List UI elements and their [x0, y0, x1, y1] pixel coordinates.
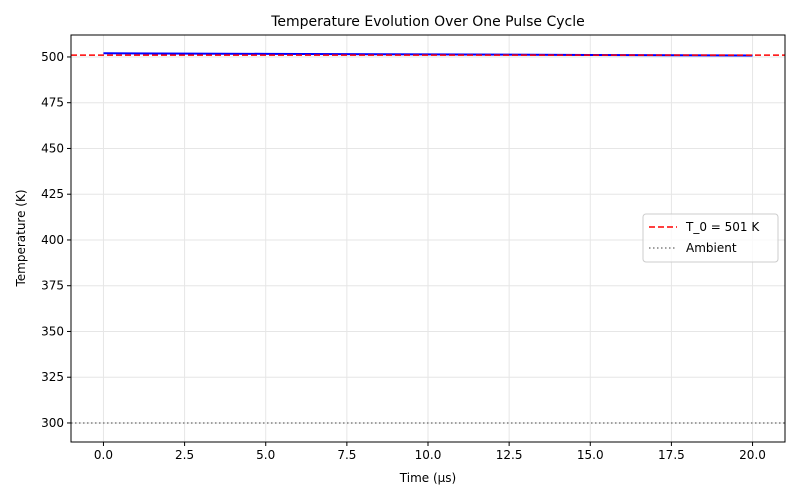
y-axis-label: Temperature (K) — [14, 189, 28, 287]
series-lines — [71, 52, 785, 424]
x-tick-label: 10.0 — [415, 448, 442, 462]
y-tick-label: 475 — [41, 96, 64, 110]
y-tick-label: 500 — [41, 50, 64, 64]
x-tick-label: 5.0 — [256, 448, 275, 462]
x-tick-label: 7.5 — [337, 448, 356, 462]
y-tick-label: 350 — [41, 324, 64, 338]
x-axis-label: Time (µs) — [399, 471, 456, 485]
y-tick-label: 400 — [41, 233, 64, 247]
x-tick-label: 20.0 — [739, 448, 766, 462]
y-ticks: 300 325 350 375 400 425 450 475 500 — [41, 50, 71, 430]
y-tick-label: 300 — [41, 416, 64, 430]
y-tick-label: 450 — [41, 141, 64, 155]
legend: T_0 = 501 K Ambient — [642, 213, 779, 263]
chart-title: Temperature Evolution Over One Pulse Cyc… — [270, 14, 585, 30]
legend-label-t0: T_0 = 501 K — [685, 220, 760, 234]
legend-box — [642, 213, 779, 263]
y-tick-label: 325 — [41, 370, 64, 384]
x-tick-label: 17.5 — [658, 448, 685, 462]
y-tick-label: 375 — [41, 279, 64, 293]
x-tick-label: 15.0 — [577, 448, 604, 462]
x-tick-label: 0.0 — [94, 448, 113, 462]
x-tick-label: 12.5 — [496, 448, 523, 462]
legend-label-ambient: Ambient — [686, 241, 737, 255]
x-tick-label: 2.5 — [175, 448, 194, 462]
y-tick-label: 425 — [41, 187, 64, 201]
x-ticks: 0.0 2.5 5.0 7.5 10.0 12.5 15.0 17.5 20.0 — [94, 442, 766, 462]
